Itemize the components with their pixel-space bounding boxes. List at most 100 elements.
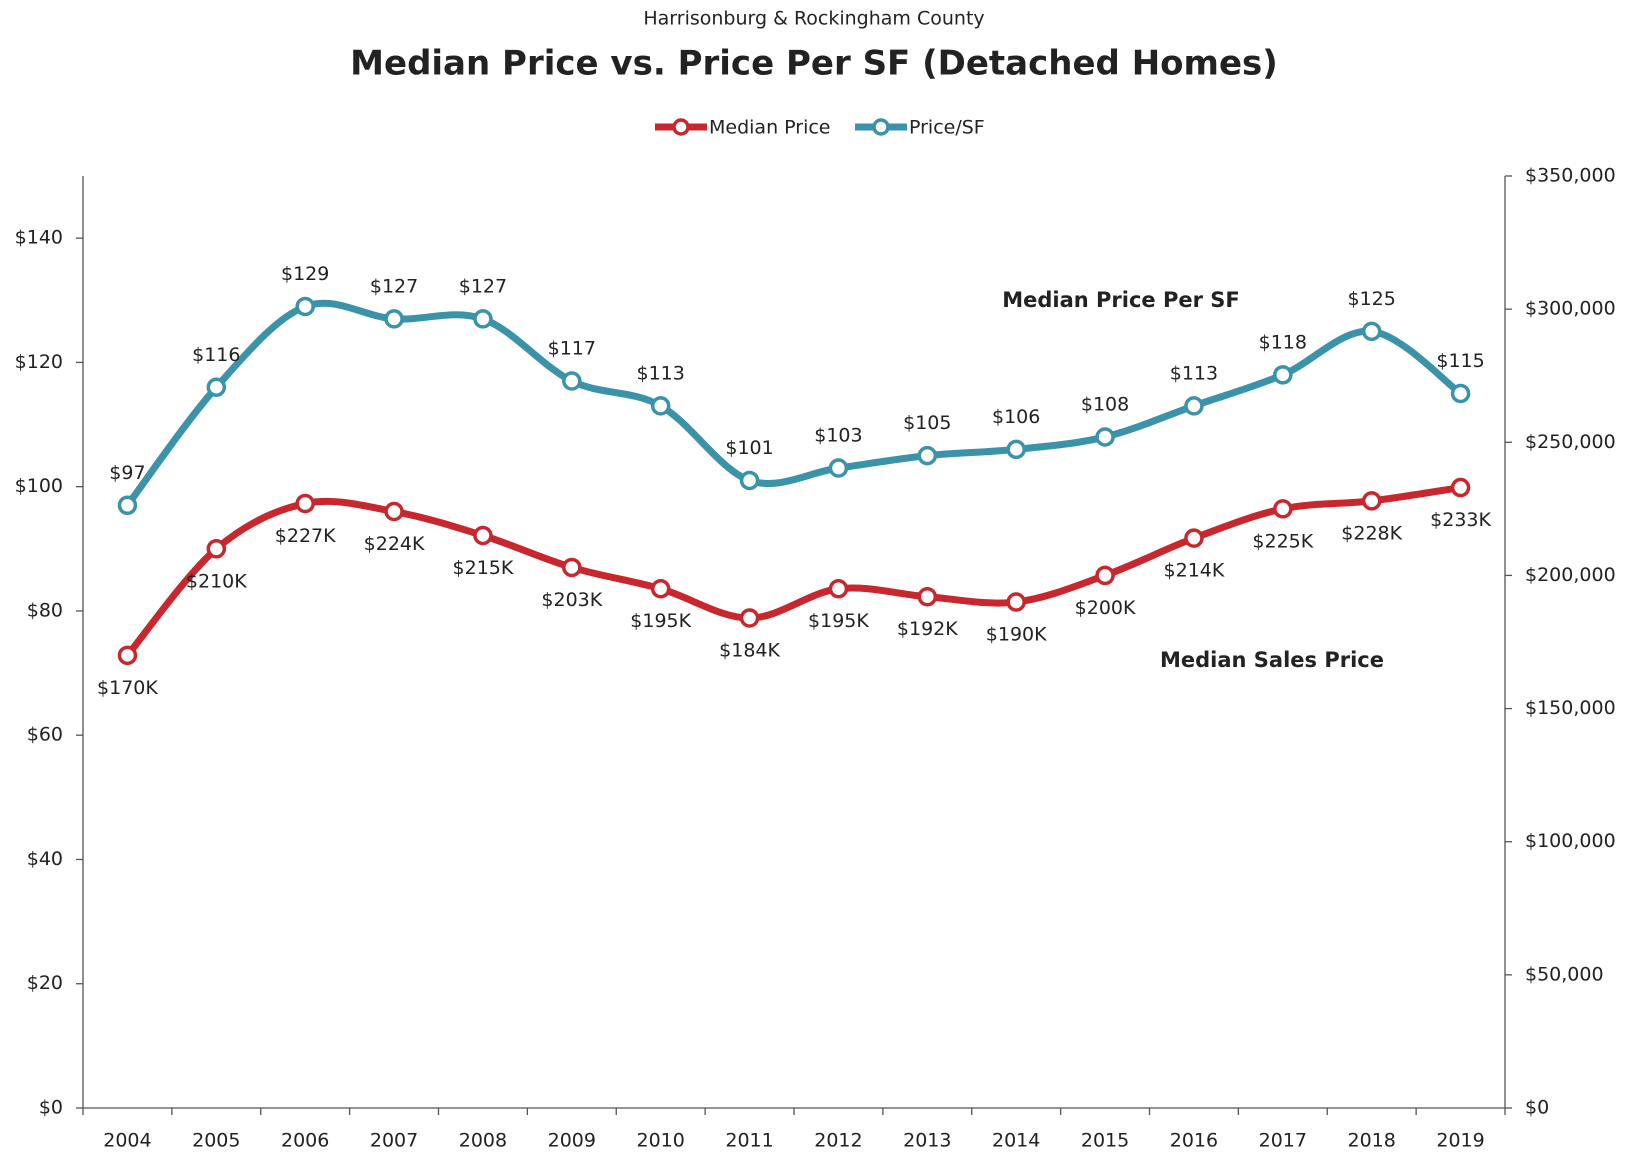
value-label: $200K [1075,597,1136,619]
y2-tick-label: $350,000 [1525,165,1616,187]
value-label: $228K [1341,522,1402,544]
point [473,525,493,546]
legend-label: Median Price [709,117,831,139]
x-tick-label: 2017 [1259,1130,1307,1152]
series-line [124,299,1463,508]
value-label: $101 [725,437,773,459]
series-line [124,484,1462,658]
value-label: $184K [719,640,780,662]
x-tick-label: 2007 [370,1130,418,1152]
x-tick-label: 2008 [459,1130,507,1152]
x-tick-label: 2011 [725,1130,773,1152]
value-label: $195K [630,610,691,632]
y-tick-label: $140 [15,227,63,249]
value-label: $127 [459,275,507,297]
y2-tick-label: $250,000 [1525,431,1616,453]
point [917,586,938,607]
value-label: $203K [541,589,602,611]
point [1273,365,1293,385]
value-label: $118 [1259,331,1307,353]
value-label: $129 [281,263,329,285]
x-tick-label: 2012 [814,1130,862,1152]
point [206,539,227,559]
x-tick-label: 2015 [1081,1130,1129,1152]
point [739,608,760,628]
value-label: $127 [370,275,418,297]
y2-tick-label: $300,000 [1525,298,1616,320]
value-label: $105 [903,412,951,434]
y2-tick-label: $50,000 [1525,963,1604,985]
value-label: $113 [637,362,685,384]
y2-tick-label: $0 [1525,1097,1549,1119]
annotation: Median Sales Price [1160,648,1384,672]
value-label: $227K [275,525,336,547]
point [1361,491,1382,511]
point [1184,528,1204,548]
value-label: $116 [192,344,240,366]
point [562,371,582,391]
x-tick-label: 2019 [1436,1130,1484,1152]
value-label: $113 [1170,362,1218,384]
point [650,396,671,416]
x-tick-label: 2018 [1348,1130,1396,1152]
value-label: $233K [1430,509,1491,531]
point [1184,396,1204,416]
value-label: $106 [992,406,1040,428]
value-label: $170K [97,677,158,699]
value-label: $210K [186,570,247,592]
chart-subtitle: Harrisonburg & Rockingham County [643,8,984,30]
point [828,458,849,478]
point [1450,477,1471,498]
annotation: Median Price Per SF [1002,288,1240,312]
y2-tick-label: $150,000 [1525,697,1616,719]
y-tick-label: $100 [15,475,63,497]
point [473,309,493,329]
y2-tick-label: $100,000 [1525,830,1616,852]
point [1006,439,1026,460]
point [206,377,227,398]
value-label: $117 [548,338,596,360]
point [1361,321,1382,342]
chart-title: Median Price vs. Price Per SF (Detached … [350,44,1278,84]
y2-tick-label: $200,000 [1525,564,1616,586]
point [650,578,671,599]
value-label: $108 [1081,393,1129,415]
point [739,470,760,491]
point [917,445,938,466]
point [1273,499,1293,519]
y-tick-label: $20 [27,972,63,994]
point [117,645,138,666]
x-tick-label: 2013 [903,1130,951,1152]
value-label: $190K [986,624,1047,646]
y-tick-label: $0 [39,1097,63,1119]
value-label: $225K [1252,530,1313,552]
point [562,557,582,578]
y-tick-label: $40 [27,848,63,870]
value-label: $224K [364,533,425,555]
point [1006,592,1026,612]
legend-label: Price/SF [909,117,985,139]
x-tick-label: 2006 [281,1130,329,1152]
value-label: $214K [1164,560,1225,582]
x-tick-label: 2016 [1170,1130,1218,1152]
value-label: $215K [453,557,514,579]
x-tick-label: 2010 [637,1130,685,1152]
point [295,296,315,317]
x-tick-label: 2009 [548,1130,596,1152]
value-label: $97 [109,462,145,484]
point [828,578,849,599]
value-label: $103 [814,425,862,447]
legend-marker [672,118,690,136]
x-tick-label: 2014 [992,1130,1040,1152]
point [1095,427,1115,447]
legend-marker [872,118,890,136]
value-label: $195K [808,610,869,632]
point [1450,383,1471,404]
y-tick-label: $80 [27,599,63,621]
y-tick-label: $60 [27,724,63,746]
x-tick-label: 2005 [192,1130,240,1152]
y-tick-label: $120 [15,351,63,373]
point [295,493,315,514]
